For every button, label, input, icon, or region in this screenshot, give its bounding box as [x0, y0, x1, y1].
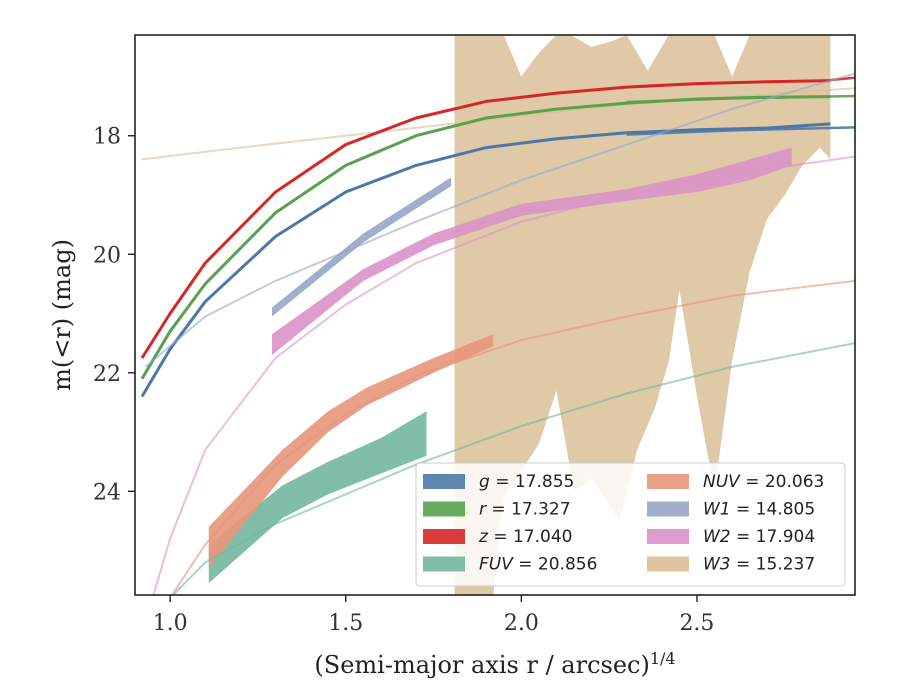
nuv-model-curve	[170, 279, 855, 595]
w3-model-curve	[141, 87, 855, 161]
w1-legend-swatch	[647, 501, 689, 517]
w1-model-curve	[144, 72, 855, 368]
y-tick-label: 18	[93, 125, 121, 150]
w3-legend-label: W3 = 15.237	[703, 555, 815, 575]
fuv-legend-label: FUV = 20.856	[479, 555, 597, 575]
series-layer	[140, 35, 855, 595]
w3-legend-swatch	[647, 556, 689, 572]
w1-data-band	[272, 177, 452, 317]
g-data-line	[140, 122, 831, 398]
w2-legend-label: W2 = 17.904	[703, 527, 815, 547]
r-legend-swatch	[423, 501, 465, 517]
y-tick-label: 24	[93, 480, 121, 505]
fuv-model-curve	[171, 342, 855, 595]
x-axis-label: (Semi-major axis r / arcsec)1/4	[314, 649, 675, 679]
y-tick-label: 22	[93, 362, 121, 387]
plot-frame	[134, 34, 856, 596]
x-tick-label: 2.0	[504, 611, 539, 636]
g-legend-swatch	[423, 474, 465, 489]
z-legend-label: z = 17.040	[478, 527, 572, 547]
r-legend-label: r = 17.327	[479, 500, 571, 520]
fuv-data-band	[208, 411, 427, 584]
x-axis-label-exponent: 1/4	[650, 649, 676, 668]
w1-legend-label: W1 = 14.805	[703, 500, 815, 520]
x-tick-label: 1.0	[153, 611, 188, 636]
y-tick-label: 20	[93, 243, 121, 268]
w2-legend-swatch	[647, 529, 689, 544]
y-axis-label: m(<r) (mag)	[48, 239, 76, 391]
nuv-data-band	[208, 334, 494, 569]
legend: g = 17.855 r = 17.327 z = 17.040 FUV = 20.8…	[415, 462, 846, 587]
g-legend-label: g = 17.855	[479, 472, 574, 492]
legend-box	[415, 462, 846, 587]
z-legend-swatch	[423, 529, 465, 544]
w2-model-curve	[152, 155, 855, 595]
nuv-legend-swatch	[647, 474, 689, 489]
w2-data-band	[272, 147, 792, 355]
z-data-line	[140, 79, 831, 359]
nuv-legend-label: NUV = 20.063	[703, 472, 824, 492]
x-tick-label: 1.5	[328, 611, 363, 636]
fuv-legend-swatch	[423, 556, 465, 572]
r-data-line	[140, 95, 831, 380]
tick-layer: 1.0 1.5 2.0 2.5 18 20 22 24	[93, 125, 714, 636]
x-tick-label: 2.5	[679, 611, 714, 636]
